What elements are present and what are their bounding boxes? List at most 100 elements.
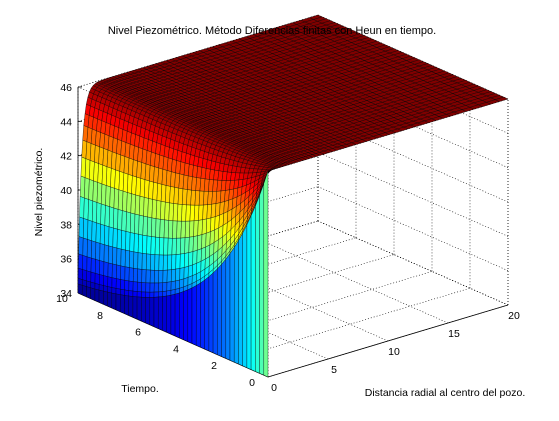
surface-patch (96, 202, 102, 225)
surface-patch (112, 246, 118, 266)
surface-patch (221, 258, 226, 359)
surface-patch (95, 222, 101, 244)
surface-patch (175, 279, 180, 290)
surface-patch (187, 287, 193, 344)
surface-patch (125, 231, 131, 252)
surface-patch (158, 291, 163, 298)
surface-patch (192, 235, 198, 252)
surface-patch (201, 233, 207, 249)
surface-patch (238, 232, 243, 367)
surface-patch (130, 212, 136, 234)
surface-patch (133, 251, 139, 270)
surface-patch (86, 270, 92, 283)
y-tick-label: 10 (56, 293, 68, 305)
surface-patch (170, 280, 176, 291)
surface-patch (103, 244, 109, 264)
surface-patch (208, 272, 214, 353)
surface-patch (184, 220, 191, 238)
surface-patch (145, 297, 150, 325)
surface-patch (121, 230, 127, 251)
surface-patch (166, 269, 172, 283)
z-tick-label: 40 (60, 185, 72, 197)
surface-patch (150, 236, 156, 255)
surface-patch (149, 269, 155, 284)
surface-patch (137, 234, 143, 254)
surface-patch (171, 254, 177, 270)
surface-patch (128, 290, 134, 297)
surface-patch (162, 295, 167, 333)
surface-patch (217, 263, 222, 357)
surface-patch (82, 255, 88, 272)
surface-patch (171, 238, 177, 256)
surface-patch (153, 291, 159, 298)
surface-patch (263, 170, 269, 378)
surface-patch (103, 261, 109, 277)
surface-patch (197, 219, 203, 236)
surface-patch (108, 245, 113, 265)
surface-patch (98, 289, 104, 305)
chart-title: Nivel Piezométrico. Método Diferencias f… (108, 25, 436, 37)
surface-patch (132, 281, 138, 292)
surface-patch (82, 269, 87, 282)
surface-patch (145, 291, 151, 298)
surface-patch (141, 291, 146, 298)
surface-patch (132, 290, 138, 298)
surface-patch (193, 220, 199, 237)
surface-patch (91, 221, 97, 243)
surface-patch (175, 268, 181, 282)
surface-patch (188, 251, 194, 267)
z-tick-label: 44 (60, 116, 72, 128)
surface-patch (175, 253, 181, 270)
surface-patch (116, 228, 122, 250)
surface-patch (170, 293, 176, 337)
surface-patch (179, 253, 185, 269)
surface-patch (255, 195, 260, 374)
surface-patch (162, 290, 167, 297)
surface-patch (120, 265, 126, 281)
surface-patch (94, 288, 100, 303)
surface-patch (120, 288, 125, 296)
box-edge (317, 220, 509, 306)
surface-patch (141, 269, 147, 283)
surface-patch (234, 239, 239, 365)
surface-patch (151, 217, 157, 238)
surface-patch (197, 234, 203, 251)
x-axis-line (267, 304, 509, 378)
y-tick-label: 2 (211, 360, 217, 372)
surface-patch (124, 289, 129, 297)
surface-patch (205, 231, 211, 248)
grid-line (257, 238, 449, 324)
surface-patch (117, 209, 123, 231)
surface-patch (180, 237, 186, 255)
surface-patch (250, 206, 256, 372)
surface-patch (78, 216, 84, 239)
surface-patch (99, 274, 104, 286)
surface-patch (229, 246, 235, 363)
y-tick-label: 8 (97, 310, 103, 322)
surface-patch (115, 293, 121, 312)
surface-patch (149, 291, 155, 298)
surface-patch (168, 220, 174, 239)
surface-patch (189, 220, 195, 238)
surface-patch (153, 296, 159, 329)
surface-patch (115, 288, 121, 295)
surface-patch (120, 294, 125, 314)
surface-patch (111, 263, 117, 279)
surface-patch (133, 268, 138, 283)
surface-patch (184, 252, 189, 268)
surface-patch (225, 253, 231, 361)
surface-patch (132, 296, 138, 320)
grid-line (317, 220, 509, 306)
y-axis-label: Tiempo. (121, 383, 159, 395)
surface-patch (128, 280, 134, 292)
surface-patch (158, 270, 164, 284)
surface-patch (92, 200, 98, 224)
surface-patch (134, 213, 140, 235)
surface-patch (107, 291, 112, 309)
surface-patch (78, 236, 84, 256)
surface-patch (86, 239, 92, 259)
surface-patch (78, 253, 83, 270)
surface-patch (124, 280, 130, 291)
